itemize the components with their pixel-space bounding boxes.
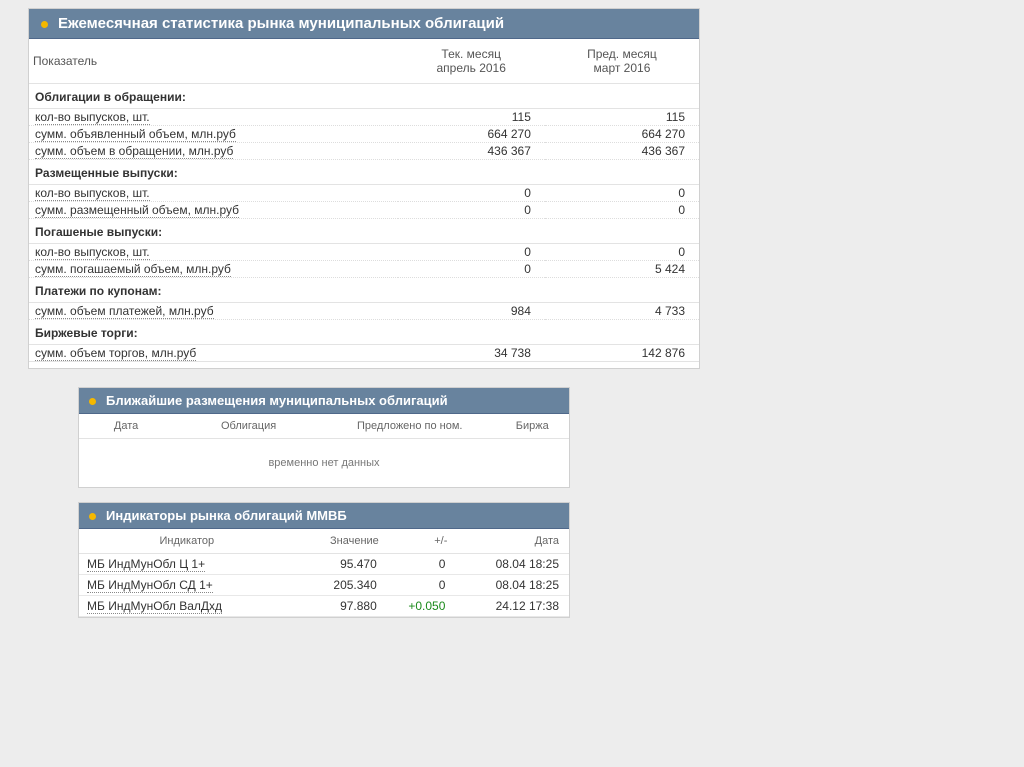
row-label[interactable]: сумм. объявленный объем, млн.руб bbox=[29, 126, 398, 143]
col-exchange: Биржа bbox=[495, 414, 569, 439]
indicator-row: МБ ИндМунОбл СД 1+205.340008.04 18:25 bbox=[79, 575, 569, 596]
section-header: Платежи по купонам: bbox=[29, 278, 699, 303]
row-label[interactable]: сумм. погашаемый объем, млн.руб bbox=[29, 261, 398, 278]
table-row: сумм. объем платежей, млн.руб9844 733 bbox=[29, 303, 699, 320]
table-row: сумм. объем торгов, млн.руб34 738142 876 bbox=[29, 345, 699, 362]
row-current: 984 bbox=[398, 303, 545, 320]
row-label[interactable]: кол-во выпусков, шт. bbox=[29, 185, 398, 202]
indicators-panel: Индикаторы рынка облигаций ММВБ Индикато… bbox=[78, 502, 570, 618]
bullet-icon bbox=[89, 513, 96, 520]
placements-title: Ближайшие размещения муниципальных облиг… bbox=[106, 393, 448, 408]
table-row: сумм. объем в обращении, млн.руб436 3674… bbox=[29, 143, 699, 160]
row-previous: 4 733 bbox=[545, 303, 699, 320]
col-indicator: Индикатор bbox=[79, 529, 295, 554]
indicators-column-header: Индикатор Значение +/- Дата bbox=[79, 529, 569, 554]
indicators-header: Индикаторы рынка облигаций ММВБ bbox=[79, 503, 569, 529]
row-previous: 0 bbox=[545, 244, 699, 261]
table-row: кол-во выпусков, шт.115115 bbox=[29, 109, 699, 126]
row-previous: 664 270 bbox=[545, 126, 699, 143]
row-previous: 5 424 bbox=[545, 261, 699, 278]
placements-no-data: временно нет данных bbox=[79, 439, 569, 488]
table-row: сумм. погашаемый объем, млн.руб05 424 bbox=[29, 261, 699, 278]
indicator-value: 205.340 bbox=[295, 575, 383, 596]
row-label[interactable]: сумм. объем в обращении, млн.руб bbox=[29, 143, 398, 160]
row-current: 0 bbox=[398, 202, 545, 219]
row-current: 34 738 bbox=[398, 345, 545, 362]
col-offer: Предложено по ном. bbox=[324, 414, 496, 439]
section-title: Облигации в обращении: bbox=[29, 84, 699, 109]
col-value: Значение bbox=[295, 529, 383, 554]
indicator-delta: 0 bbox=[383, 554, 452, 575]
placements-table: Дата Облигация Предложено по ном. Биржа … bbox=[79, 414, 569, 487]
indicator-date: 08.04 18:25 bbox=[451, 554, 569, 575]
placements-panel: Ближайшие размещения муниципальных облиг… bbox=[78, 387, 570, 488]
bullet-icon bbox=[89, 398, 96, 405]
indicator-row: МБ ИндМунОбл Ц 1+95.470008.04 18:25 bbox=[79, 554, 569, 575]
section-header: Облигации в обращении: bbox=[29, 84, 699, 109]
placements-header: Ближайшие размещения муниципальных облиг… bbox=[79, 388, 569, 414]
section-title: Биржевые торги: bbox=[29, 320, 699, 345]
table-row: сумм. объявленный объем, млн.руб664 2706… bbox=[29, 126, 699, 143]
row-label[interactable]: кол-во выпусков, шт. bbox=[29, 244, 398, 261]
indicator-value: 97.880 bbox=[295, 596, 383, 617]
section-title: Погашеные выпуски: bbox=[29, 219, 699, 244]
monthly-stats-header: Ежемесячная статистика рынка муниципальн… bbox=[29, 9, 699, 39]
row-previous: 436 367 bbox=[545, 143, 699, 160]
monthly-stats-panel: Ежемесячная статистика рынка муниципальн… bbox=[28, 8, 700, 369]
indicator-label[interactable]: МБ ИндМунОбл Ц 1+ bbox=[79, 554, 295, 575]
row-label[interactable]: сумм. объем торгов, млн.руб bbox=[29, 345, 398, 362]
stats-column-header: Показатель Тек. месяц апрель 2016 Пред. … bbox=[29, 39, 699, 84]
table-row: кол-во выпусков, шт.00 bbox=[29, 185, 699, 202]
section-header: Погашеные выпуски: bbox=[29, 219, 699, 244]
indicator-date: 24.12 17:38 bbox=[451, 596, 569, 617]
col-date: Дата bbox=[451, 529, 569, 554]
row-current: 0 bbox=[398, 244, 545, 261]
monthly-stats-title: Ежемесячная статистика рынка муниципальн… bbox=[58, 15, 504, 32]
indicator-label[interactable]: МБ ИндМунОбл СД 1+ bbox=[79, 575, 295, 596]
bullet-icon bbox=[41, 21, 48, 28]
row-label[interactable]: кол-во выпусков, шт. bbox=[29, 109, 398, 126]
row-label[interactable]: сумм. размещенный объем, млн.руб bbox=[29, 202, 398, 219]
placements-column-header: Дата Облигация Предложено по ном. Биржа bbox=[79, 414, 569, 439]
col-bond: Облигация bbox=[167, 414, 324, 439]
row-label[interactable]: сумм. объем платежей, млн.руб bbox=[29, 303, 398, 320]
section-header: Биржевые торги: bbox=[29, 320, 699, 345]
col-indicator: Показатель bbox=[29, 39, 398, 84]
indicators-table: Индикатор Значение +/- Дата МБ ИндМунОбл… bbox=[79, 529, 569, 617]
section-title: Размещенные выпуски: bbox=[29, 160, 699, 185]
col-current: Тек. месяц апрель 2016 bbox=[398, 39, 545, 84]
indicators-title: Индикаторы рынка облигаций ММВБ bbox=[106, 508, 347, 523]
row-previous: 115 bbox=[545, 109, 699, 126]
indicator-value: 95.470 bbox=[295, 554, 383, 575]
col-previous: Пред. месяц март 2016 bbox=[545, 39, 699, 84]
row-previous: 142 876 bbox=[545, 345, 699, 362]
row-current: 0 bbox=[398, 185, 545, 202]
row-current: 664 270 bbox=[398, 126, 545, 143]
col-date: Дата bbox=[79, 414, 167, 439]
monthly-stats-table: Показатель Тек. месяц апрель 2016 Пред. … bbox=[29, 39, 699, 362]
table-row: сумм. размещенный объем, млн.руб00 bbox=[29, 202, 699, 219]
indicator-label[interactable]: МБ ИндМунОбл ВалДхд bbox=[79, 596, 295, 617]
indicator-date: 08.04 18:25 bbox=[451, 575, 569, 596]
col-delta: +/- bbox=[383, 529, 452, 554]
section-title: Платежи по купонам: bbox=[29, 278, 699, 303]
row-current: 436 367 bbox=[398, 143, 545, 160]
row-previous: 0 bbox=[545, 185, 699, 202]
row-previous: 0 bbox=[545, 202, 699, 219]
indicator-row: МБ ИндМунОбл ВалДхд97.880+0.05024.12 17:… bbox=[79, 596, 569, 617]
indicator-delta: +0.050 bbox=[383, 596, 452, 617]
row-current: 0 bbox=[398, 261, 545, 278]
table-row: кол-во выпусков, шт.00 bbox=[29, 244, 699, 261]
indicator-delta: 0 bbox=[383, 575, 452, 596]
section-header: Размещенные выпуски: bbox=[29, 160, 699, 185]
row-current: 115 bbox=[398, 109, 545, 126]
